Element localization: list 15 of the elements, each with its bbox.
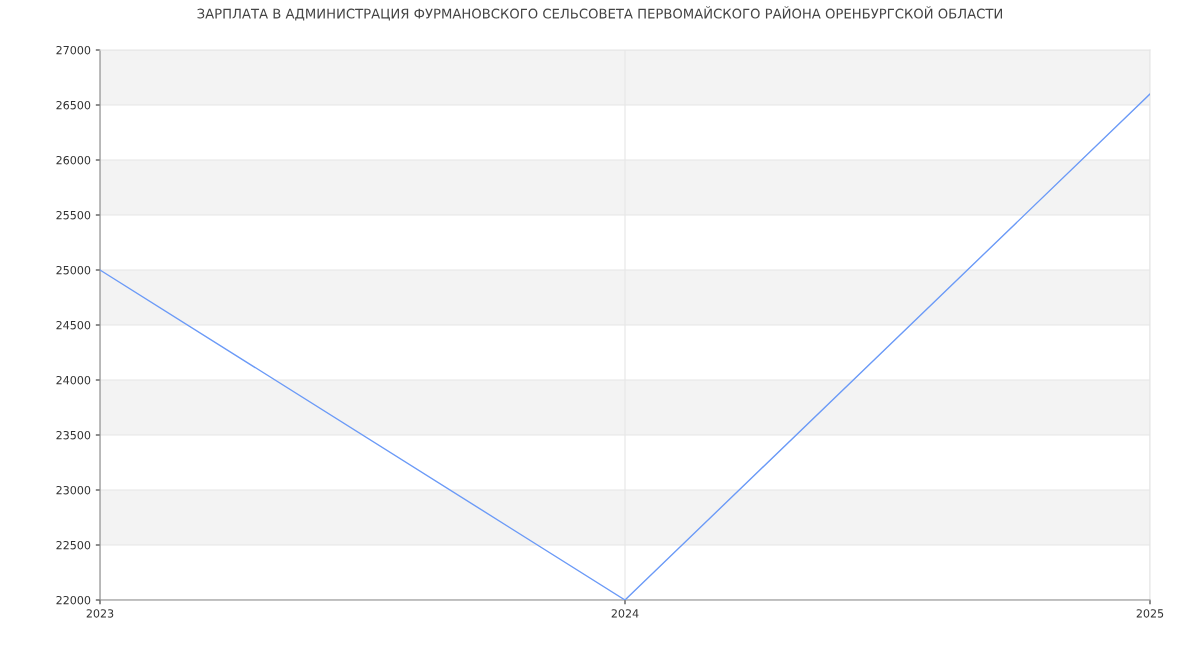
x-tick-label: 2025: [1136, 609, 1164, 618]
y-tick-label: 22000: [56, 595, 91, 605]
y-tick-label: 26000: [56, 155, 91, 165]
x-tick-label: 2024: [611, 609, 639, 618]
y-tick-label: 22500: [56, 540, 91, 550]
y-tick-label: 25000: [56, 265, 91, 275]
y-tick-label: 23500: [56, 430, 91, 440]
y-tick-label: 23000: [56, 485, 91, 495]
y-tick-label: 27000: [56, 45, 91, 55]
chart-title: ЗАРПЛАТА В АДМИНИСТРАЦИЯ ФУРМАНОВСКОГО СЕЛЬСОВЕТА ПЕРВОМАЙСКОГО РАЙОНА ОРЕНБУРГСКОЙ ОБЛАСТИ: [197, 6, 1002, 21]
y-tick-label: 24000: [56, 375, 91, 385]
y-tick-label: 26500: [56, 100, 91, 110]
y-tick-label: 25500: [56, 210, 91, 220]
x-tick-label: 2023: [86, 609, 114, 618]
y-tick-label: 24500: [56, 320, 91, 330]
